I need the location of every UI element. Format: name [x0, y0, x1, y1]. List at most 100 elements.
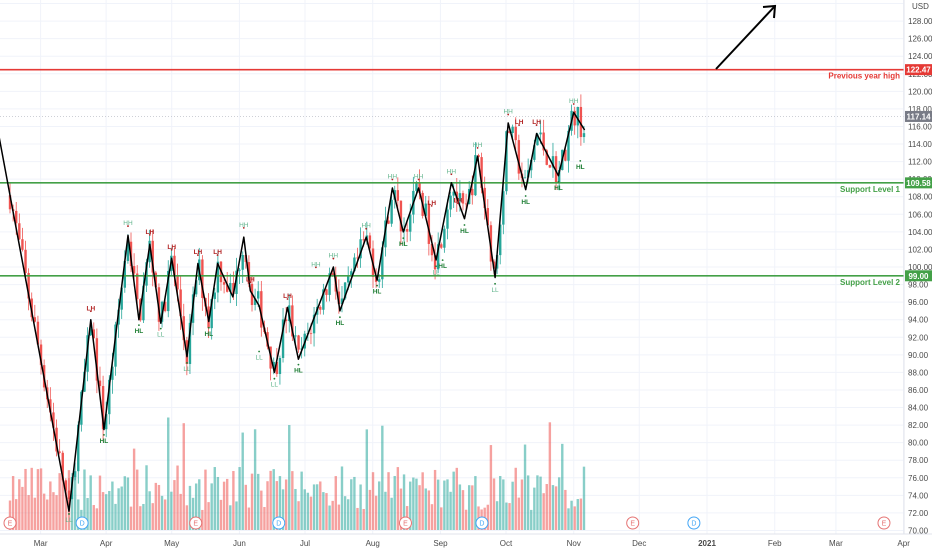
candle-body: [145, 262, 148, 286]
candle-body: [229, 283, 232, 292]
candle-body: [77, 424, 80, 472]
candle-body: [142, 285, 145, 321]
volume-bar: [576, 499, 579, 530]
pivot-labels: LLLHHLHHHLLHLLLHLLLHHLLHHHLHLLLLLHHLHHHH…: [65, 98, 584, 524]
pivot-label-hh: HH: [503, 109, 513, 116]
candle-body: [582, 133, 586, 138]
volume-bar: [266, 481, 269, 530]
candle-body: [278, 358, 282, 374]
volume-bar: [319, 481, 322, 530]
candle-body: [480, 157, 483, 188]
candle-body: [378, 279, 381, 282]
volume-bar: [343, 496, 347, 530]
pivot-label-ll: LL: [255, 354, 263, 361]
pivot-label-hl: HL: [399, 241, 408, 248]
earnings-marker[interactable]: E: [877, 516, 891, 530]
pivot-label-ll: LL: [271, 382, 279, 389]
volume-bar: [24, 468, 27, 530]
dividend-marker[interactable]: D: [475, 516, 489, 530]
candle-body: [36, 321, 40, 345]
zigzag-trend-line[interactable]: [0, 111, 586, 512]
arrow-shaft[interactable]: [715, 5, 776, 70]
candle-body: [241, 255, 244, 270]
volume-bar: [213, 467, 216, 530]
candle-body: [163, 301, 167, 312]
volume-bar: [182, 423, 185, 530]
candle-body: [381, 247, 384, 280]
price-tick-label: 124.00: [908, 52, 932, 61]
price-axis[interactable]: USD 128.00126.00124.00122.00120.00118.00…: [903, 0, 932, 535]
dividend-marker[interactable]: D: [272, 516, 286, 530]
candle-body: [154, 272, 158, 288]
candle-body: [309, 333, 313, 335]
volume-bar: [98, 475, 102, 530]
pivot-dot: [535, 124, 538, 126]
pivot-label-hh: HH: [329, 253, 339, 260]
candle-body: [123, 260, 127, 288]
volume-bar: [387, 472, 390, 530]
candle-body: [557, 169, 561, 184]
earnings-marker[interactable]: E: [189, 516, 203, 530]
volume-bar: [467, 485, 471, 530]
candle-body: [73, 471, 77, 478]
candle-body: [409, 214, 412, 232]
volume-bar: [458, 484, 462, 530]
volume-bar: [21, 486, 24, 530]
volume-bar: [39, 468, 43, 530]
volume-bar: [129, 506, 133, 530]
candle-body: [536, 134, 539, 146]
volume-bar: [371, 472, 375, 530]
volume-bar: [495, 501, 499, 530]
pivot-label-hl: HL: [100, 438, 109, 445]
pivot-label-lh: LH: [427, 200, 436, 207]
candle-body: [148, 240, 151, 263]
candle-body: [430, 243, 434, 256]
candle-body: [514, 126, 517, 141]
marker-circle: [626, 516, 640, 530]
candle-body: [104, 414, 108, 430]
volume-bar: [564, 489, 567, 530]
zigzag-line[interactable]: [0, 111, 586, 512]
dividend-marker[interactable]: D: [75, 516, 89, 530]
earnings-marker[interactable]: E: [3, 516, 17, 530]
time-tick-label: May: [164, 539, 179, 548]
dividend-marker[interactable]: D: [687, 516, 701, 530]
pivot-label-ll: LL: [183, 366, 191, 373]
volume-bar: [374, 495, 378, 530]
marker-letter: D: [691, 521, 696, 528]
time-axis[interactable]: Mar Apr May Jun Jul Aug Sep Oct Nov Dec 2021 Feb Mar…: [0, 533, 932, 548]
marker-circle: [189, 516, 203, 530]
chart-grid: [0, 0, 905, 534]
price-tick-label: 88.00: [908, 368, 929, 377]
volume-bar: [89, 475, 92, 530]
pivot-dot: [365, 227, 368, 230]
candle-body: [340, 298, 344, 305]
volume-bar: [142, 503, 145, 530]
candle-body: [508, 131, 511, 134]
earnings-marker[interactable]: E: [626, 516, 640, 530]
volume-bar: [433, 469, 437, 530]
candle-body: [39, 344, 43, 366]
volume-bar: [18, 479, 21, 530]
candle-body: [359, 239, 362, 259]
volume-bar: [232, 471, 235, 530]
candle-body: [548, 164, 552, 168]
candle-body: [396, 190, 400, 201]
volume-bar: [536, 475, 539, 530]
projection-arrow[interactable]: [715, 4, 777, 70]
earnings-marker[interactable]: E: [398, 516, 412, 530]
marker-circle: [272, 516, 286, 530]
price-tick-label: 94.00: [908, 316, 929, 325]
volume-bar: [160, 495, 164, 530]
pivot-dot: [376, 284, 378, 287]
candle-body: [247, 262, 251, 284]
candle-body: [387, 220, 390, 224]
volume-bar: [430, 504, 434, 530]
candle-body: [424, 203, 427, 216]
candle-body: [405, 229, 409, 232]
pivot-label-hl: HL: [460, 228, 469, 235]
volume-bar: [269, 470, 272, 530]
price-tick-label: 70.00: [908, 526, 929, 535]
